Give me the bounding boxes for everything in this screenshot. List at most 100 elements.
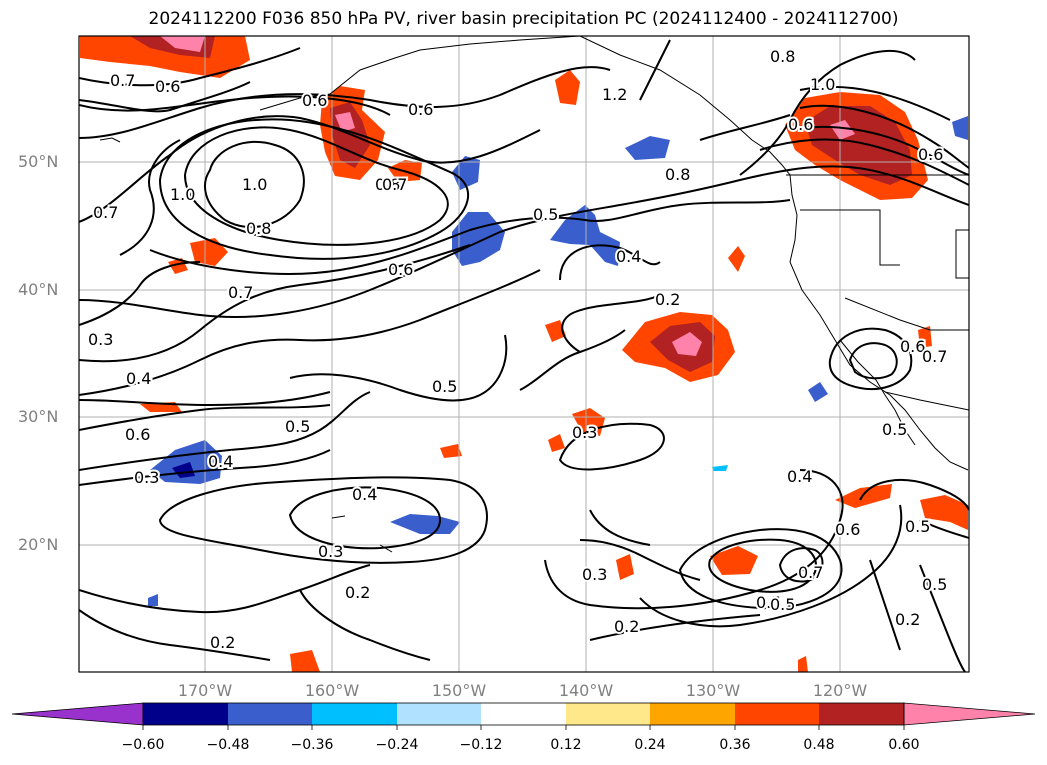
- colorbar-tick-label: −0.48: [206, 737, 250, 753]
- contour-label: 0.6: [788, 115, 813, 134]
- coastline: [379, 544, 393, 553]
- lon-label: 120°W: [812, 681, 868, 700]
- pv-contour: [699, 114, 791, 141]
- precip-anomaly-shape: [148, 594, 158, 606]
- contour-label: 0.4: [126, 369, 151, 388]
- contour-label: 0.2: [614, 617, 639, 636]
- precip-anomaly-shape: [190, 238, 228, 266]
- pv-contours: [79, 39, 969, 672]
- pv-contour: [79, 391, 331, 407]
- pv-contour: [158, 476, 488, 564]
- contour-label: 0.5: [882, 420, 907, 439]
- contour-label: 1.0: [242, 175, 267, 194]
- state-border: [800, 209, 900, 266]
- state-border: [844, 297, 969, 331]
- pv-contour: [79, 244, 471, 363]
- contour-label: 0.4: [352, 485, 377, 504]
- pv-contour: [848, 342, 898, 380]
- contour-label: 0.7: [798, 563, 823, 582]
- colorbar-swatch: [481, 703, 566, 725]
- coastline: [579, 36, 969, 471]
- contour-label: 0.2: [655, 290, 680, 309]
- pv-contour: [299, 589, 431, 661]
- precip-anomaly-shape: [290, 650, 320, 672]
- contour-label: 0.5: [533, 205, 558, 224]
- state-border: [884, 391, 969, 411]
- contour-label: 0.7: [382, 175, 407, 194]
- colorbar-swatch: [819, 703, 904, 725]
- contour-label: 0.7: [93, 203, 118, 222]
- precip-anomaly-shape: [440, 444, 462, 458]
- colorbar-tick-label: 0.60: [888, 737, 920, 753]
- map-frame: [78, 35, 970, 673]
- contour-label: 0.6: [302, 91, 327, 110]
- colorbar-outline: [142, 702, 905, 726]
- contour-label: 0.5: [756, 593, 781, 612]
- precip-anomaly-shape: [160, 36, 205, 52]
- colorbar-swatch: [143, 703, 228, 725]
- precip-anomaly-shape: [712, 465, 728, 471]
- state-border: [955, 229, 969, 279]
- lat-label: 30°N: [18, 407, 59, 426]
- pv-contour: [589, 509, 651, 546]
- contour-label: 0.2: [895, 610, 920, 629]
- pv-contour: [759, 125, 969, 186]
- pv-contour: [558, 422, 665, 471]
- coastline: [331, 515, 346, 519]
- precip-anomaly-shape: [168, 258, 188, 274]
- contour-label: 0.4: [208, 452, 233, 471]
- pv-contour: [158, 118, 470, 260]
- pv-contour: [708, 538, 817, 593]
- contour-label: 0.6: [155, 77, 180, 96]
- precip-shading: [80, 36, 968, 672]
- colorbar: [11, 702, 1036, 730]
- colorbar-extend-low: [11, 702, 144, 726]
- contour-label: 0.7: [110, 71, 135, 90]
- pv-contour: [79, 269, 541, 396]
- contour-label: 0.7: [922, 347, 947, 366]
- precip-anomaly-shape: [952, 116, 968, 140]
- contour-label: 0.4: [787, 467, 812, 486]
- pv-contour: [859, 479, 969, 511]
- coastline: [839, 339, 916, 446]
- precip-anomaly-shape: [550, 205, 620, 266]
- contour-label: 0.5: [905, 517, 930, 536]
- pv-contour: [589, 614, 761, 641]
- lat-label: 20°N: [18, 535, 59, 554]
- lon-label: 170°W: [177, 681, 233, 700]
- contour-label: 0.6: [835, 520, 860, 539]
- contour-label: 0.4: [616, 247, 641, 266]
- precip-anomaly-shape: [918, 326, 932, 348]
- precip-anomaly-shape: [830, 120, 855, 140]
- precip-anomaly-shape: [555, 70, 580, 105]
- contour-label: 1.0: [170, 185, 195, 204]
- contour-label: 0.8: [246, 219, 271, 238]
- lon-label: 140°W: [558, 681, 614, 700]
- pv-contour: [799, 85, 969, 169]
- contour-label: 0.3: [582, 565, 607, 584]
- colorbar-swatch: [650, 703, 735, 725]
- colorbar-tick-label: 0.48: [803, 737, 835, 753]
- lat-label: 40°N: [18, 280, 59, 299]
- contour-label: 0.6: [408, 100, 433, 119]
- colorbar-tick-label: −0.12: [459, 737, 503, 753]
- pv-contour: [79, 391, 371, 486]
- pv-contour: [119, 139, 791, 275]
- pv-contour: [79, 564, 371, 661]
- contour-label: 0.7: [228, 283, 253, 302]
- colorbar-swatch: [312, 703, 397, 725]
- colorbar-swatch: [397, 703, 481, 725]
- colorbar-tick-label: 0.36: [719, 737, 751, 753]
- graticule: [79, 36, 969, 672]
- pv-contour: [639, 39, 671, 101]
- precip-anomaly-shape: [625, 136, 670, 160]
- pv-contour: [778, 547, 824, 583]
- contour-label: 0.5: [770, 595, 795, 614]
- colorbar-tick-label: −0.24: [375, 737, 419, 753]
- colorbar-tick-label: −0.60: [121, 737, 165, 753]
- precip-anomaly-shape: [710, 546, 758, 575]
- pv-contour: [79, 66, 611, 139]
- colorbar-swatch: [566, 703, 650, 725]
- colorbar-tick-label: 0.24: [634, 737, 666, 753]
